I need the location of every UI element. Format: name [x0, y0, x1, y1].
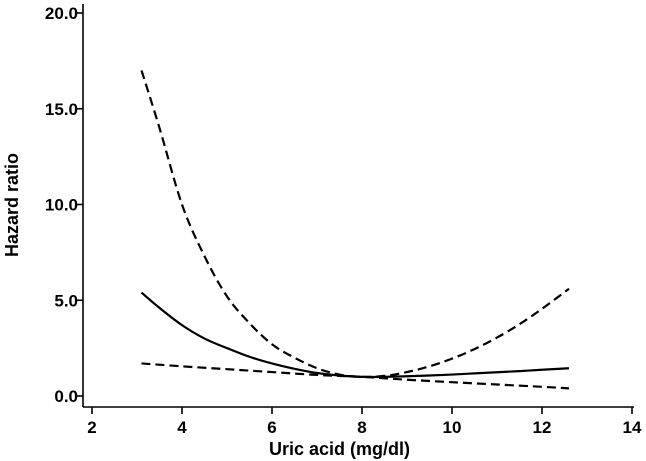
x-tick-label: 4: [177, 418, 187, 437]
x-tick-label: 2: [87, 418, 96, 437]
upper-confidence-limit-line: [140, 70, 570, 379]
x-tick-label: 10: [443, 418, 462, 437]
x-tick-label: 14: [623, 418, 642, 437]
y-tick-label: 15.0: [45, 100, 78, 119]
x-tick-label: 8: [357, 418, 366, 437]
x-tick-label: 12: [533, 418, 552, 437]
y-tick-label: 10.0: [45, 196, 78, 215]
hazard-ratio-estimate-line: [140, 291, 570, 379]
y-axis-label: Hazard ratio: [2, 153, 22, 257]
y-tick-label: 0.0: [54, 387, 78, 406]
y-tick-label: 5.0: [54, 291, 78, 310]
x-axis-label: Uric acid (mg/dl): [269, 439, 410, 459]
y-axis-ticks: 0.0 5.0 10.0 15.0 20.0: [45, 4, 83, 406]
series-group: [140, 70, 570, 390]
plot-area: 0.0 5.0 10.0 15.0 20.0 2 4 6 8 10 12 14: [45, 4, 642, 437]
y-tick-label: 20.0: [45, 4, 78, 23]
x-axis-ticks: 2 4 6 8 10 12 14: [87, 407, 642, 437]
x-tick-label: 6: [267, 418, 276, 437]
lower-confidence-limit-line: [141, 362, 570, 390]
